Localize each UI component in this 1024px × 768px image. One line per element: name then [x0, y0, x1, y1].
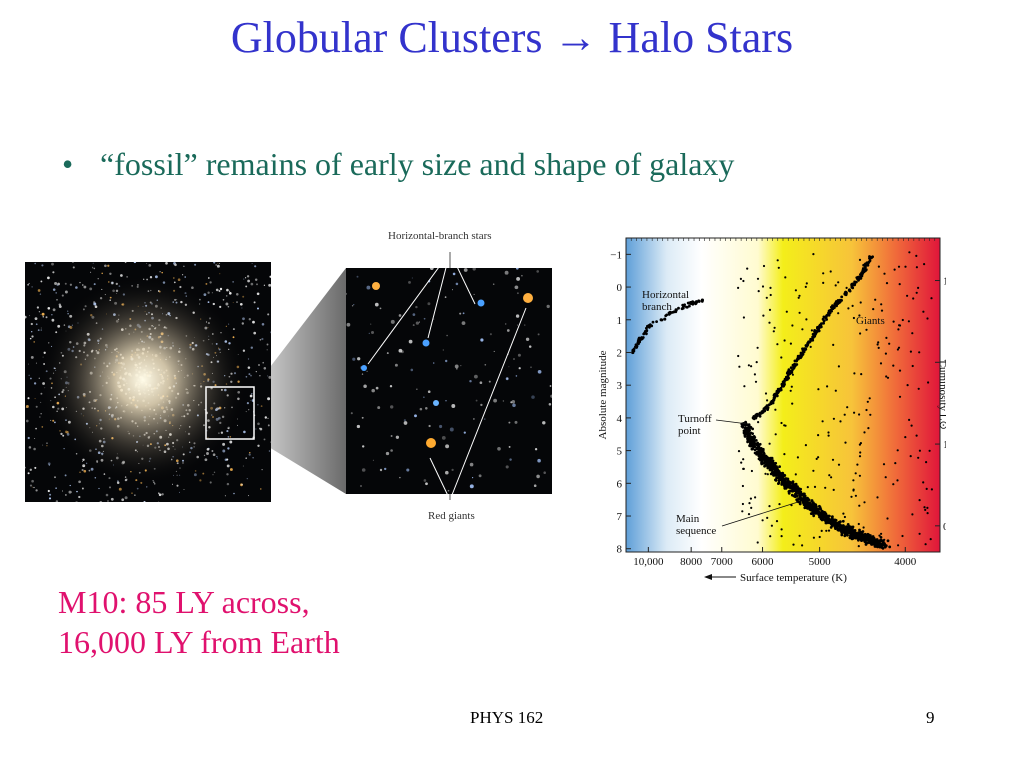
hr-data-point — [792, 488, 796, 492]
red-giant-star — [426, 438, 436, 448]
zoom-connector — [254, 268, 346, 494]
hr-data-point — [832, 305, 836, 309]
y-tick-label: 7 — [617, 511, 623, 523]
x-tick-label: 4000 — [894, 556, 917, 568]
red-giant-star — [523, 293, 533, 303]
y2-tick-label: 10 — [943, 357, 946, 369]
hr-diagram: −1 0 1 2 3 4 5 6 7 8 100 10 1 0.1 10,000 8000 7000 6000 50… — [598, 237, 946, 584]
horizontal-branch-star — [433, 400, 439, 406]
hr-data-point — [765, 406, 769, 410]
hr-data-point — [847, 288, 851, 292]
hr-data-point — [631, 350, 635, 355]
hr-data-point — [864, 537, 868, 541]
bullet-icon: • — [62, 146, 74, 182]
horizontal-branch-label: Horizontal-branch stars — [388, 230, 492, 242]
horizontal-branch-star — [361, 365, 367, 371]
m10-caption-line1: M10: 85 LY across, — [58, 584, 310, 620]
hr-data-point — [770, 465, 774, 469]
y2-tick-label: 1 — [943, 439, 946, 451]
y-tick-label: 1 — [617, 315, 623, 327]
m10-cluster-image — [25, 262, 271, 502]
x-tick-label: 8000 — [680, 556, 703, 568]
cluster-star-field — [25, 262, 271, 502]
hr-data-point — [700, 298, 704, 302]
horizontal-branch-star — [422, 339, 430, 347]
page-number: 9 — [926, 708, 935, 727]
x-tick-label: 6000 — [752, 556, 775, 568]
y2-tick-label: 100 — [943, 276, 946, 288]
hr-data-point — [883, 543, 887, 548]
red-giants-label: Red giants — [428, 510, 475, 522]
bullet-point: • “fossil” remains of early size and shap… — [62, 146, 734, 183]
bullet-text: “fossil” remains of early size and shape… — [100, 146, 735, 182]
zoom-region-box — [205, 386, 255, 440]
hr-data-point — [781, 478, 785, 482]
y-tick-label: 3 — [617, 380, 623, 392]
hr-data-point — [646, 324, 650, 328]
m10-caption-line2: 16,000 LY from Earth — [58, 624, 340, 660]
spectral-background — [626, 238, 940, 552]
y-tick-label: 8 — [617, 544, 623, 556]
hr-data-point — [751, 416, 755, 420]
slide-title: Globular Clusters → Halo Stars — [0, 12, 1024, 63]
y-tick-label: 0 — [617, 282, 623, 294]
y-tick-label: 2 — [617, 347, 623, 359]
hr-data-point — [818, 511, 822, 515]
title-right: Halo Stars — [608, 13, 794, 62]
footer-course: PHYS 162 — [470, 708, 544, 727]
turnoff-annotation: Turnoff point — [678, 413, 712, 437]
zoomed-star-panel — [346, 268, 552, 494]
hr-data-point — [804, 344, 809, 348]
x-tick-label: 7000 — [711, 556, 734, 568]
x-tick-label: 10,000 — [633, 556, 664, 568]
hr-data-point — [674, 308, 678, 312]
hr-data-point — [751, 442, 755, 446]
hr-data-point — [760, 455, 765, 459]
hr-data-point — [792, 364, 796, 368]
y-tick-label: 4 — [617, 413, 623, 425]
horizontal-branch-annotation: Horizontal branch — [642, 289, 689, 313]
y-tick-label: −1 — [610, 249, 622, 261]
hr-data-point — [638, 337, 642, 341]
y2-tick-label: 0.1 — [943, 521, 946, 533]
y-tick-label: 6 — [617, 478, 623, 490]
hr-data-point — [659, 318, 663, 322]
pointer-lines — [367, 251, 527, 501]
y2-axis-label: Luminosity L⊙ — [937, 360, 946, 429]
arrow-icon: → — [553, 13, 598, 62]
y-axis-label: Absolute magnitude — [598, 350, 609, 439]
red-giant-star — [372, 282, 380, 290]
plot-frame — [625, 237, 941, 553]
hr-data-point — [860, 272, 864, 276]
giants-annotation: Giants — [856, 315, 885, 327]
hr-data-point — [847, 530, 851, 534]
hr-data-point — [818, 324, 822, 328]
horizontal-branch-star — [477, 299, 485, 307]
title-left: Globular Clusters — [230, 13, 543, 62]
hr-data-point — [869, 256, 873, 260]
x-axis-label: Surface temperature (K) — [740, 572, 847, 584]
y-tick-label: 5 — [617, 446, 623, 458]
main-sequence-annotation: Main sequence — [676, 513, 716, 537]
x-tick-label: 5000 — [809, 556, 832, 568]
zoom-star-field — [346, 268, 552, 492]
hr-data-point — [832, 521, 836, 525]
hr-data-point — [689, 301, 693, 305]
hr-data-point — [781, 383, 785, 387]
m10-caption: M10: 85 LY across, 16,000 LY from Earth — [58, 582, 340, 662]
